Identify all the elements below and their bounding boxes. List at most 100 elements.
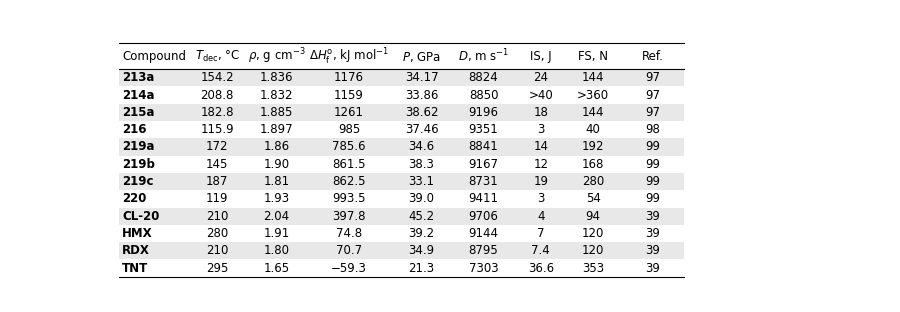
Text: 7.4: 7.4 (531, 244, 550, 257)
Text: 7: 7 (537, 227, 544, 240)
Text: 8841: 8841 (469, 140, 499, 154)
Text: 94: 94 (586, 210, 600, 223)
Text: 213a: 213a (122, 71, 155, 84)
Text: 40: 40 (586, 123, 600, 136)
Text: 1.65: 1.65 (264, 261, 290, 275)
Text: $\rho$, g cm$^{-3}$: $\rho$, g cm$^{-3}$ (248, 47, 305, 66)
Text: 145: 145 (206, 158, 229, 171)
Text: 7303: 7303 (469, 261, 499, 275)
Text: $T_{\rm dec}$, °C: $T_{\rm dec}$, °C (194, 49, 239, 64)
Text: 98: 98 (645, 123, 660, 136)
Text: 19: 19 (534, 175, 548, 188)
Text: 120: 120 (582, 227, 604, 240)
Text: 97: 97 (645, 71, 660, 84)
Text: 33.86: 33.86 (405, 89, 438, 102)
Text: 54: 54 (586, 193, 600, 205)
Text: 3: 3 (537, 193, 544, 205)
Text: 1.90: 1.90 (264, 158, 290, 171)
Text: 37.46: 37.46 (405, 123, 438, 136)
Text: 280: 280 (582, 175, 604, 188)
Text: >360: >360 (577, 89, 609, 102)
Text: 74.8: 74.8 (336, 227, 362, 240)
Text: 210: 210 (206, 244, 229, 257)
Text: 3: 3 (537, 123, 544, 136)
Text: 219b: 219b (122, 158, 155, 171)
Text: 8795: 8795 (469, 244, 499, 257)
FancyBboxPatch shape (120, 138, 684, 156)
Text: 993.5: 993.5 (332, 193, 365, 205)
Text: 215a: 215a (122, 106, 155, 119)
Text: 8731: 8731 (469, 175, 499, 188)
Text: 39: 39 (645, 210, 660, 223)
Text: 12: 12 (534, 158, 548, 171)
Text: 97: 97 (645, 106, 660, 119)
Text: RDX: RDX (122, 244, 150, 257)
Text: 9351: 9351 (469, 123, 499, 136)
FancyBboxPatch shape (120, 104, 684, 121)
Text: 219c: 219c (122, 175, 154, 188)
Text: TNT: TNT (122, 261, 148, 275)
Text: 70.7: 70.7 (336, 244, 362, 257)
Text: 4: 4 (537, 210, 544, 223)
Text: 8824: 8824 (469, 71, 499, 84)
Text: 1261: 1261 (334, 106, 364, 119)
Text: 1.93: 1.93 (264, 193, 290, 205)
Text: 216: 216 (122, 123, 147, 136)
Text: 34.17: 34.17 (405, 71, 438, 84)
Text: 39: 39 (645, 244, 660, 257)
Text: 154.2: 154.2 (201, 71, 234, 84)
Text: 1.91: 1.91 (264, 227, 290, 240)
Text: 39.0: 39.0 (409, 193, 435, 205)
Text: 115.9: 115.9 (201, 123, 234, 136)
Text: 9411: 9411 (469, 193, 499, 205)
Text: 97: 97 (645, 89, 660, 102)
Text: 397.8: 397.8 (332, 210, 365, 223)
Text: 18: 18 (534, 106, 548, 119)
Text: 39: 39 (645, 227, 660, 240)
Text: 187: 187 (206, 175, 229, 188)
Text: 9144: 9144 (469, 227, 499, 240)
Text: 861.5: 861.5 (332, 158, 365, 171)
Text: 1.80: 1.80 (264, 244, 290, 257)
Text: FS, N: FS, N (578, 50, 608, 63)
Text: 1.81: 1.81 (264, 175, 290, 188)
Text: $P$, GPa: $P$, GPa (402, 50, 441, 64)
Text: 119: 119 (206, 193, 229, 205)
Text: 220: 220 (122, 193, 147, 205)
Text: 34.9: 34.9 (409, 244, 435, 257)
Text: 39.2: 39.2 (409, 227, 435, 240)
Text: CL-20: CL-20 (122, 210, 159, 223)
Text: 33.1: 33.1 (409, 175, 435, 188)
Text: 1159: 1159 (334, 89, 364, 102)
Text: 280: 280 (206, 227, 229, 240)
Text: Compound: Compound (122, 50, 186, 63)
Text: Ref.: Ref. (642, 50, 663, 63)
Text: 9196: 9196 (469, 106, 499, 119)
Text: 120: 120 (582, 244, 604, 257)
Text: 8850: 8850 (469, 89, 499, 102)
Text: 9706: 9706 (469, 210, 499, 223)
Text: 45.2: 45.2 (409, 210, 435, 223)
Text: 1.885: 1.885 (260, 106, 293, 119)
Text: 353: 353 (582, 261, 604, 275)
Text: 985: 985 (338, 123, 360, 136)
Text: 24: 24 (534, 71, 548, 84)
Text: 1.832: 1.832 (260, 89, 293, 102)
Text: 219a: 219a (122, 140, 155, 154)
Text: 295: 295 (206, 261, 229, 275)
Text: 192: 192 (581, 140, 604, 154)
Text: 208.8: 208.8 (201, 89, 234, 102)
Text: 1.897: 1.897 (259, 123, 293, 136)
Text: IS, J: IS, J (530, 50, 552, 63)
Text: 1.836: 1.836 (260, 71, 293, 84)
Text: 168: 168 (582, 158, 604, 171)
Text: 785.6: 785.6 (332, 140, 365, 154)
FancyBboxPatch shape (120, 69, 684, 86)
Text: 9167: 9167 (469, 158, 499, 171)
Text: −59.3: −59.3 (331, 261, 367, 275)
Text: 172: 172 (206, 140, 229, 154)
Text: 99: 99 (645, 158, 660, 171)
FancyBboxPatch shape (120, 242, 684, 259)
Text: 182.8: 182.8 (201, 106, 234, 119)
Text: HMX: HMX (122, 227, 153, 240)
